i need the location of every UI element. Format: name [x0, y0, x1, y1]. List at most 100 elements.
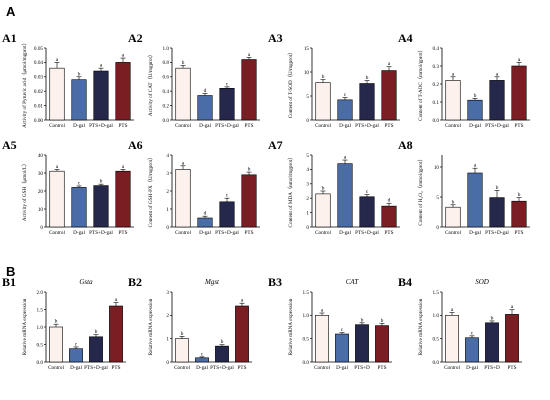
y-tick-label: 0.2 [433, 82, 440, 88]
significance-letter: b [381, 318, 384, 324]
panel-a1: A1 0.00 0.01 0.02 0.03 0.04 0.05 Activity of Py… [2, 31, 134, 129]
significance-letter: c [201, 351, 204, 357]
significance-letter: a [115, 297, 118, 303]
bar [115, 62, 131, 121]
bar [175, 67, 191, 121]
bar [359, 196, 375, 228]
x-tick-label: PTS+D-gal [215, 230, 239, 236]
x-tick-label: PTS [245, 230, 254, 236]
y-axis-label: Relative mRNA expression [148, 298, 154, 355]
panel-label: A4 [398, 31, 413, 45]
panel-label: A6 [128, 138, 143, 152]
x-tick-label: Control [175, 230, 191, 236]
y-tick-label: 5 [306, 153, 309, 159]
y-axis-label: Activity of Pyruvic acid（μmol/mgprot） [21, 40, 28, 128]
bar [511, 200, 527, 228]
y-axis-label: Content of MDA（nmol/mgprot） [287, 155, 294, 228]
panel-b2: B2 Mgst 0 1 2 3 Relative mRNA expression b Contr… [128, 275, 252, 371]
y-tick-label: 0.0 [37, 360, 44, 366]
y-tick-label: 1 [166, 336, 169, 342]
significance-letter: c [226, 81, 229, 87]
significance-letter: b [248, 167, 251, 173]
y-tick-label: 4 [306, 167, 309, 173]
bar [489, 197, 505, 228]
x-tick-label: D-gal [469, 230, 481, 236]
panel-a6: A6 0 1 2 3 4 Content of GSH-PX（U/mgprot） a Contr… [128, 138, 260, 236]
y-tick-label: 0.5 [37, 342, 44, 348]
x-tick-label: D-gal [339, 123, 351, 129]
x-tick-label: Control [314, 365, 330, 371]
bar [71, 79, 87, 121]
significance-letter: b [496, 185, 499, 191]
x-tick-label: Control [49, 123, 65, 129]
y-axis-label: Content of T-AOC（mmol/gprot） [417, 47, 424, 121]
y-tick-label: 0.03 [34, 75, 43, 81]
significance-letter: b [100, 179, 103, 185]
x-tick-label: D-gal [70, 365, 82, 371]
y-tick-label: 0.05 [34, 46, 43, 52]
significance-letter: b [221, 339, 224, 345]
significance-letter: b [491, 315, 494, 321]
x-tick-label: PTS+D-gal [89, 230, 113, 236]
significance-letter: a [182, 160, 185, 166]
y-tick-label: 0.0 [433, 360, 440, 366]
y-tick-label: 10 [38, 207, 44, 213]
y-tick-label: 1.5 [37, 307, 44, 313]
significance-letter: b [182, 60, 185, 66]
y-tick-label: 0.0 [433, 118, 440, 124]
y-axis-label: Content of H₂O₂（mmol/gprot） [417, 156, 424, 225]
bar [375, 325, 389, 363]
bar [315, 315, 329, 363]
y-axis-label: Relative mRNA expression [22, 298, 28, 355]
x-tick-label: D-gal [196, 365, 208, 371]
y-tick-label: 0 [166, 360, 169, 366]
significance-letter: b [55, 319, 58, 325]
x-tick-label: PTS [515, 123, 524, 129]
x-tick-label: Control [445, 123, 461, 129]
bar [467, 172, 483, 228]
y-tick-label: 0.04 [34, 60, 43, 66]
y-tick-label: 0 [166, 225, 169, 231]
y-axis-label: Content of GSH-PX（U/mgprot） [147, 155, 154, 228]
y-tick-label: 20 [38, 189, 44, 195]
bar [93, 70, 109, 121]
y-tick-label: 10 [304, 70, 310, 76]
y-tick-label: 0.4 [163, 89, 170, 95]
y-tick-label: 1.5 [433, 290, 440, 296]
significance-letter: b [95, 329, 98, 335]
y-tick-label: 0 [436, 225, 439, 231]
x-tick-label: D-gal [199, 230, 211, 236]
significance-letter: d [204, 211, 207, 217]
significance-letter: c [78, 180, 81, 186]
bar [337, 163, 353, 228]
x-tick-label: Control [48, 365, 64, 371]
panel-b4: B4 SOD 0.0 0.5 1.0 1.5 Relative mRNA expressio… [398, 275, 522, 371]
panel-label: B3 [268, 275, 282, 289]
bar [241, 59, 257, 121]
x-tick-label: PTS+D-gal [355, 123, 379, 129]
bar [71, 187, 87, 228]
significance-letter: c [471, 330, 474, 336]
y-axis-label: Activity of GSH（μmol/L） [21, 161, 28, 221]
bar [489, 80, 505, 121]
panel-a8: A8 0 5 10 Content of H₂O₂（mmol/gprot） b Contro… [398, 138, 530, 236]
panel-a5: A5 0 10 20 30 40 Activity of GSH（μmol/L） a Contr… [2, 138, 134, 236]
x-tick-label: PTS+D-gal [355, 230, 379, 236]
x-tick-label: Control [315, 123, 331, 129]
x-tick-label: PTS+D-gal [485, 230, 509, 236]
chart-title: SOD [475, 278, 489, 286]
y-tick-label: 15 [304, 46, 310, 52]
bar [381, 205, 397, 228]
bar [197, 95, 213, 121]
significance-letter: a [388, 61, 391, 67]
y-tick-label: 40 [38, 153, 44, 159]
y-tick-label: 0.1 [433, 100, 440, 106]
y-tick-label: 0.6 [163, 75, 170, 81]
x-tick-label: Control [49, 230, 65, 236]
bar [359, 83, 375, 121]
panel-a3: A3 0 5 10 15 Content of T-SOD（U/mgprot） b Contr… [268, 31, 400, 129]
y-tick-label: 2 [306, 196, 309, 202]
chart-title: Gsta [79, 278, 93, 286]
y-tick-label: 1.5 [303, 290, 310, 296]
panel-label: A2 [128, 31, 143, 45]
